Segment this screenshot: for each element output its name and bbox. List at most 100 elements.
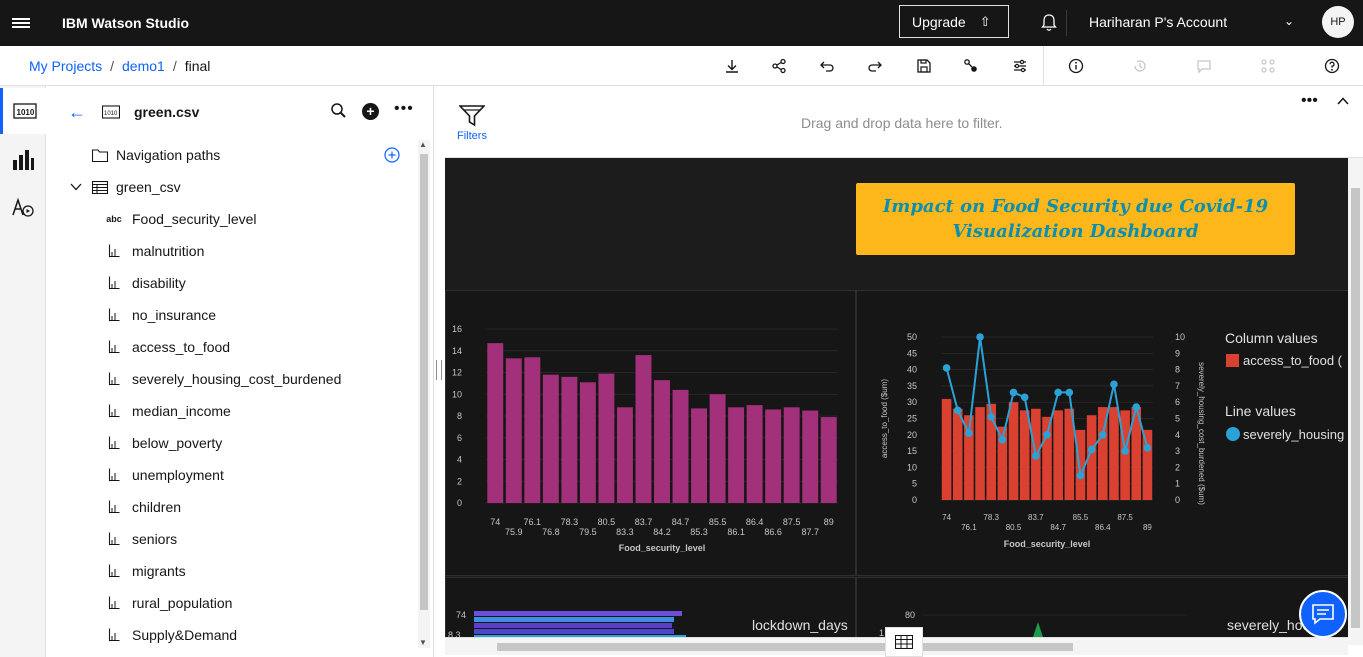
measure-field-icon bbox=[106, 308, 122, 322]
share-icon[interactable] bbox=[769, 56, 789, 76]
hamburger-menu-icon[interactable] bbox=[0, 0, 42, 46]
history-icon[interactable] bbox=[1130, 56, 1150, 76]
measure-field-icon bbox=[106, 404, 122, 418]
data-table-toggle-icon[interactable] bbox=[885, 627, 923, 657]
back-arrow-icon[interactable]: ← bbox=[68, 102, 86, 122]
overflow-menu-icon[interactable]: ••• bbox=[394, 100, 414, 117]
y-tick-label: 16 bbox=[452, 324, 462, 334]
x-tick-label: 76.8 bbox=[542, 527, 560, 537]
visualizations-icon[interactable] bbox=[0, 136, 46, 182]
scroll-down-icon[interactable]: ▼ bbox=[419, 638, 427, 647]
avatar[interactable]: HP bbox=[1322, 6, 1354, 38]
x-tick-label: 76.1 bbox=[524, 517, 542, 527]
field-label: below_poverty bbox=[132, 435, 223, 451]
field-item[interactable]: rural_population bbox=[46, 587, 416, 619]
measure-field-icon bbox=[106, 340, 122, 354]
help-icon[interactable] bbox=[1322, 56, 1342, 76]
chat-support-button[interactable] bbox=[1299, 590, 1347, 638]
x-tick-label: 86.4 bbox=[746, 517, 764, 527]
info-icon[interactable] bbox=[1066, 56, 1086, 76]
data-panel: ← 1010 green.csv + ••• Navigation paths bbox=[46, 86, 434, 657]
legend-item: access_to_food ( bbox=[1243, 353, 1343, 368]
legend-title: Line values bbox=[1225, 403, 1296, 419]
line-point bbox=[1132, 403, 1141, 411]
legend-swatch bbox=[1226, 427, 1240, 441]
bar bbox=[1019, 410, 1030, 500]
x-tick-label: 84.7 bbox=[672, 517, 690, 527]
field-item[interactable]: migrants bbox=[46, 555, 416, 587]
y-tick-label: 15 bbox=[907, 446, 917, 456]
combo-chart-panel[interactable]: 0 5 10 15 20 25 30 35 40 45 50 0 1 2 3 4 5 6 7 8 9 10 access_t… bbox=[856, 290, 1351, 576]
field-label: Food_security_level bbox=[132, 211, 257, 227]
scrollbar-thumb[interactable] bbox=[1351, 188, 1360, 628]
field-item[interactable]: children bbox=[46, 491, 416, 523]
field-item[interactable]: access_to_food bbox=[46, 331, 416, 363]
data-panel-icon[interactable]: 1010 bbox=[0, 88, 46, 134]
text-field-icon: abc bbox=[106, 214, 122, 224]
field-item[interactable]: severely_housing_cost_burdened bbox=[46, 363, 416, 395]
field-item[interactable]: no_insurance bbox=[46, 299, 416, 331]
overflow-menu-icon[interactable]: ••• bbox=[1301, 92, 1318, 109]
redo-icon[interactable] bbox=[865, 56, 885, 76]
upgrade-button[interactable]: Upgrade ⇧ bbox=[899, 5, 1009, 38]
save-icon[interactable] bbox=[914, 56, 934, 76]
relationships-icon[interactable] bbox=[961, 56, 981, 76]
line-point bbox=[1098, 431, 1107, 439]
add-source-button[interactable]: + bbox=[362, 103, 379, 120]
chevron-down-icon[interactable]: ⌄ bbox=[1284, 14, 1295, 28]
y2-tick-label: 7 bbox=[1175, 381, 1180, 391]
notification-bell-icon[interactable] bbox=[1031, 10, 1067, 36]
field-item[interactable]: seniors bbox=[46, 523, 416, 555]
add-navigation-path-icon[interactable] bbox=[384, 147, 400, 163]
measure-field-icon bbox=[106, 628, 122, 642]
scrollbar-thumb[interactable] bbox=[497, 643, 1073, 651]
chevron-down-icon[interactable] bbox=[70, 183, 82, 191]
dashboard-title-card[interactable]: Impact on Food Security due Covid-19 Vis… bbox=[856, 183, 1295, 255]
line-point bbox=[953, 406, 962, 415]
search-icon[interactable] bbox=[330, 102, 348, 125]
bar bbox=[1042, 416, 1052, 500]
data-panel-scrollbar[interactable]: ▲ ▼ bbox=[418, 140, 430, 648]
field-item[interactable]: below_poverty bbox=[46, 427, 416, 459]
panel-resize-handle[interactable] bbox=[436, 360, 442, 380]
tick-label: 8.3 bbox=[448, 630, 461, 640]
field-item[interactable]: malnutrition bbox=[46, 235, 416, 267]
comment-icon[interactable] bbox=[1194, 56, 1214, 76]
field-item[interactable]: disability bbox=[46, 267, 416, 299]
bar-chart-panel[interactable]: 0 2 4 6 8 10 12 14 16 74 75.9 76.1 76.8 78.3 79.5 80.5 8… bbox=[445, 290, 856, 576]
related-content-icon[interactable] bbox=[1258, 56, 1278, 76]
housing-chart-panel[interactable]: 80 1 severely_hou bbox=[856, 577, 1351, 645]
field-item[interactable]: Supply&Demand bbox=[46, 619, 416, 651]
filters-label[interactable]: Filters bbox=[457, 130, 487, 142]
field-item[interactable]: unemployment bbox=[46, 459, 416, 491]
breadcrumb-demo1[interactable]: demo1 bbox=[122, 58, 165, 74]
settings-sliders-icon[interactable] bbox=[1010, 56, 1030, 76]
undo-icon[interactable] bbox=[817, 56, 837, 76]
measure-field-icon bbox=[106, 468, 122, 482]
scroll-up-icon[interactable]: ▲ bbox=[419, 140, 427, 149]
field-label: unemployment bbox=[132, 467, 224, 483]
assistant-icon[interactable] bbox=[0, 184, 46, 230]
download-icon[interactable] bbox=[722, 56, 742, 76]
table-item[interactable]: green_csv bbox=[46, 171, 416, 203]
navigation-paths-label: Navigation paths bbox=[116, 147, 221, 163]
filter-icon[interactable] bbox=[457, 104, 487, 133]
lockdown-chart-panel[interactable]: 74 8.3 lockdown_days bbox=[445, 577, 856, 645]
scrollbar-thumb[interactable] bbox=[420, 154, 428, 610]
svg-text:1010: 1010 bbox=[16, 108, 34, 117]
app-title[interactable]: IBM Watson Studio bbox=[62, 15, 190, 31]
x-tick-label: 87.5 bbox=[783, 517, 801, 527]
collapse-icon[interactable] bbox=[1337, 92, 1349, 108]
bar bbox=[1053, 410, 1063, 500]
data-source-title: green.csv bbox=[134, 104, 200, 120]
canvas-vertical-scrollbar[interactable] bbox=[1348, 158, 1363, 645]
navigation-paths-item[interactable]: Navigation paths bbox=[46, 139, 416, 171]
breadcrumb-my-projects[interactable]: My Projects bbox=[29, 58, 103, 74]
line-point bbox=[1032, 452, 1040, 460]
field-item[interactable]: abc Food_security_level bbox=[46, 203, 416, 235]
y2-tick-label: 4 bbox=[1175, 430, 1180, 440]
field-item[interactable]: median_income bbox=[46, 395, 416, 427]
x-tick-label: 87.7 bbox=[801, 527, 819, 537]
x-tick-label: 83.7 bbox=[1028, 513, 1044, 522]
account-switcher[interactable]: Hariharan P's Account bbox=[1089, 14, 1228, 30]
